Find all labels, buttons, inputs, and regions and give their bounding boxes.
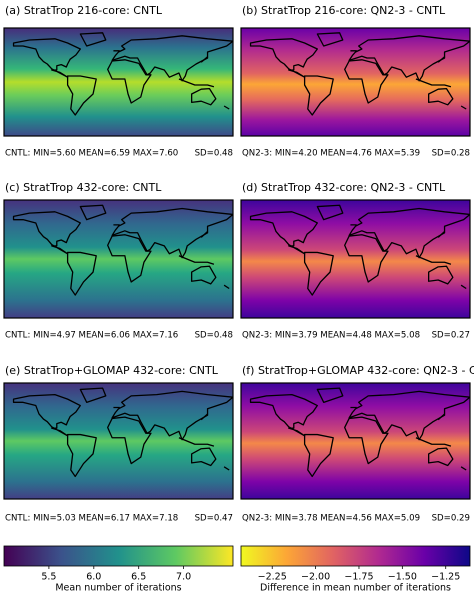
map-frame xyxy=(3,382,234,500)
panel-title: (a) StratTrop 216-core: CNTL xyxy=(5,4,163,17)
sd: SD=0.47 xyxy=(195,514,233,524)
stats: CNTL: MIN=5.03 MEAN=6.17 MAX=7.18 xyxy=(5,514,178,524)
map-frame xyxy=(3,27,234,137)
sd: SD=0.27 xyxy=(432,331,470,341)
panel-title: (d) StratTrop 432-core: QN2-3 - CNTL xyxy=(242,181,446,194)
colorbar-tick-label: 6.5 xyxy=(131,572,146,583)
sd: SD=0.48 xyxy=(195,149,233,159)
colorbar-label: Difference in mean number of iterations xyxy=(260,583,451,594)
colorbar xyxy=(240,545,471,567)
stats: CNTL: MIN=4.97 MEAN=6.06 MAX=7.16 xyxy=(5,331,178,341)
colorbar-tick-label: −2.25 xyxy=(258,572,287,583)
map-field xyxy=(4,28,233,136)
colorbar-tick-label: −1.75 xyxy=(344,572,373,583)
map-field xyxy=(4,200,233,318)
panel-title: (b) StratTrop 216-core: QN2-3 - CNTL xyxy=(242,4,446,17)
colorbar-tick-label: −1.50 xyxy=(388,572,417,583)
stats: CNTL: MIN=5.60 MEAN=6.59 MAX=7.60 xyxy=(5,149,178,159)
sd: SD=0.48 xyxy=(195,331,233,341)
stats: QN2-3: MIN=3.78 MEAN=4.56 MAX=5.09 xyxy=(242,514,420,524)
map-frame xyxy=(240,27,471,137)
map-frame xyxy=(3,199,234,319)
sd: SD=0.29 xyxy=(432,514,470,524)
stats: QN2-3: MIN=3.79 MEAN=4.48 MAX=5.08 xyxy=(242,331,420,341)
colorbar-tick-label: 5.5 xyxy=(41,572,56,583)
colorbar-tick-label: 6.0 xyxy=(86,572,101,583)
map-frame xyxy=(240,382,471,500)
map-field xyxy=(241,200,470,318)
map-field xyxy=(241,28,470,136)
colorbar-tick-label: 7.0 xyxy=(176,572,191,583)
colorbar-tick-label: −2.00 xyxy=(301,572,330,583)
panel-title: (f) StratTrop+GLOMAP 432-core: QN2-3 - C… xyxy=(242,364,474,377)
colorbar-label: Mean number of iterations xyxy=(55,583,181,594)
map-frame xyxy=(240,199,471,319)
panel-title: (c) StratTrop 432-core: CNTL xyxy=(5,181,162,194)
map-field xyxy=(4,383,233,499)
panel-title: (e) StratTrop+GLOMAP 432-core: CNTL xyxy=(5,364,219,377)
sd: SD=0.28 xyxy=(432,149,470,159)
map-field xyxy=(241,383,470,499)
colorbar-tick-label: −1.25 xyxy=(431,572,460,583)
colorbar xyxy=(3,545,234,567)
stats: QN2-3: MIN=4.20 MEAN=4.76 MAX=5.39 xyxy=(242,149,420,159)
